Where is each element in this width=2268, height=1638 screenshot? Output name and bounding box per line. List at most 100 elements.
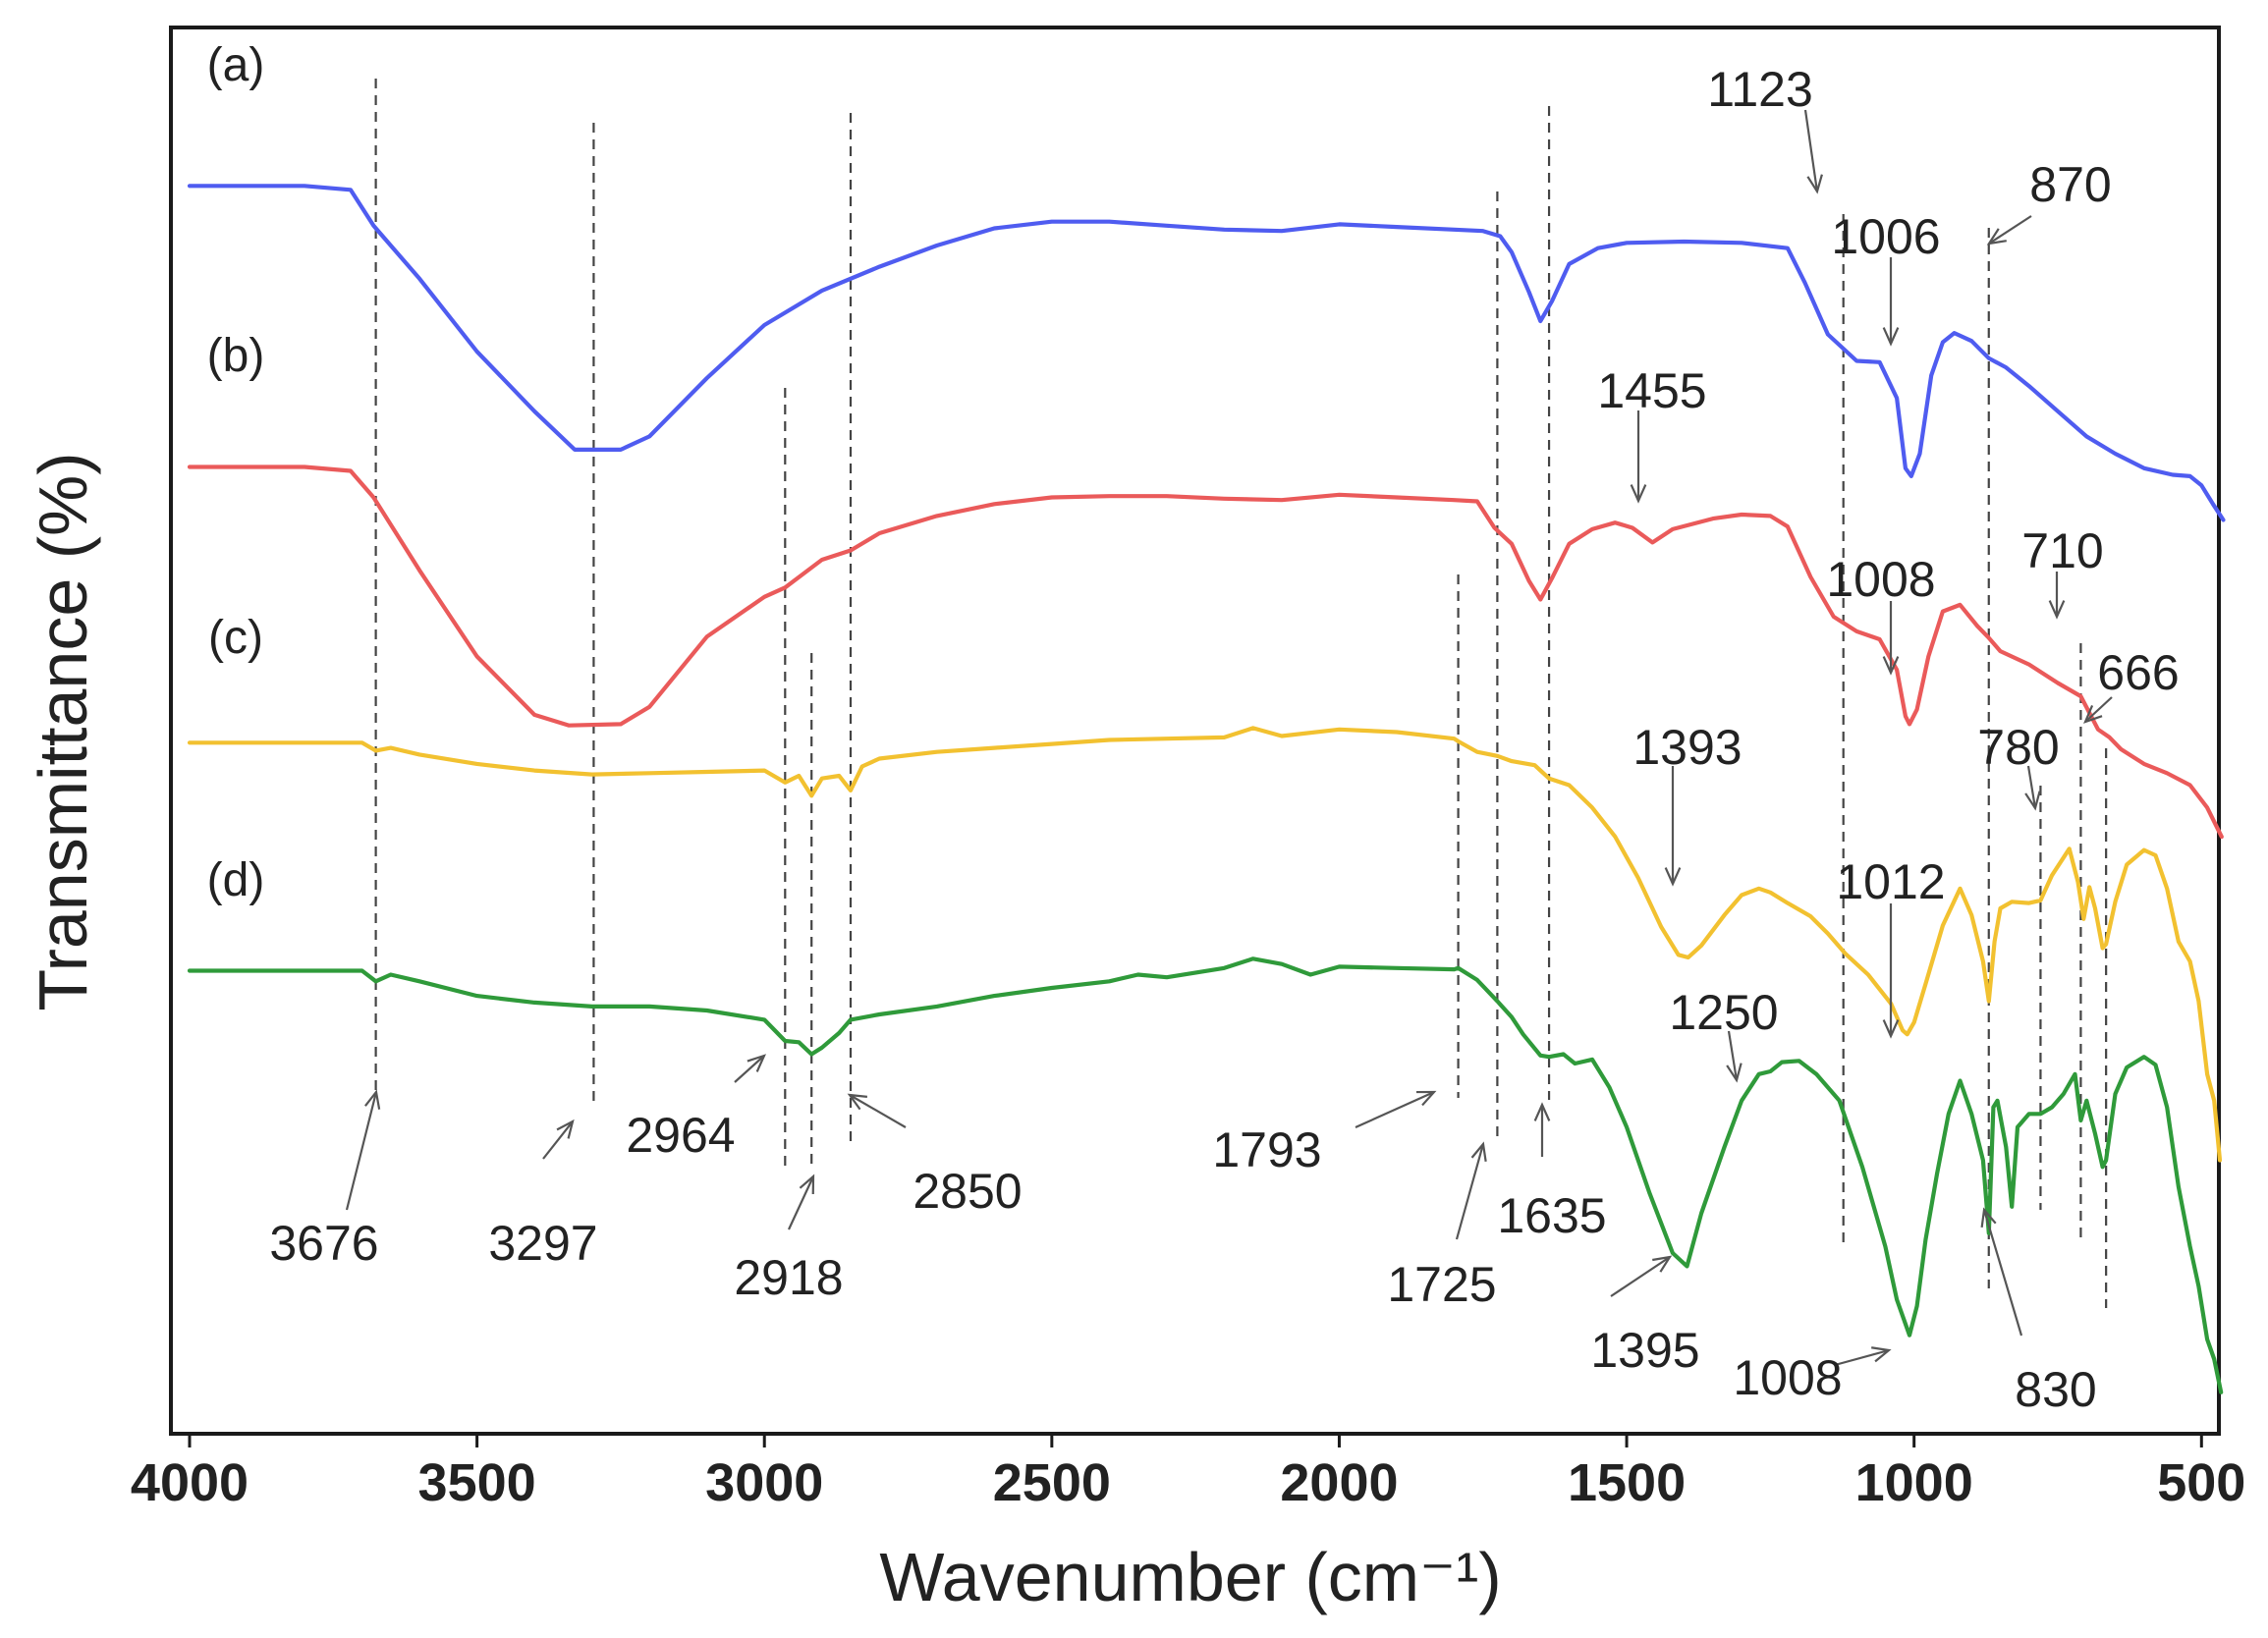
peak-label: 1393 (1632, 720, 1742, 775)
peak-annotation-3676: 3676 (269, 1089, 381, 1271)
series-label-c: (c) (208, 612, 263, 664)
peak-label: 780 (1977, 720, 2059, 775)
annotation-arrowhead (1652, 1255, 1673, 1273)
peak-annotation-870: 870 (1986, 157, 2112, 246)
peak-annotation-3297: 3297 (488, 1119, 598, 1271)
peak-label: 830 (2015, 1362, 2096, 1417)
peak-annotation-1455: 1455 (1597, 363, 1707, 504)
annotation-arrow (542, 1120, 574, 1160)
annotation-arrow (1982, 1209, 2023, 1337)
peak-annotation-780: 780 (1977, 720, 2060, 811)
peak-annotation-1006: 1006 (1831, 209, 1941, 347)
peak-label: 1793 (1212, 1122, 1321, 1177)
series-label-d: (d) (207, 854, 265, 906)
x-tick-label-1500: 1500 (1568, 1453, 1686, 1512)
annotation-arrowhead (1806, 174, 1823, 194)
x-tick-label-3000: 3000 (705, 1453, 823, 1512)
annotation-arrow (345, 1091, 378, 1211)
peak-label: 3676 (269, 1216, 378, 1271)
peak-annotation-1012: 1012 (1836, 854, 1946, 1039)
series-labels: (a) (b) (c) (d) (207, 39, 265, 906)
series-label-b: (b) (207, 330, 265, 382)
annotation-arrowhead (2024, 791, 2041, 811)
peak-label: 2850 (913, 1164, 1022, 1219)
annotation-arrow (1455, 1143, 1485, 1240)
peak-annotation-2918: 2918 (734, 1174, 844, 1305)
series-line-d (187, 956, 2224, 1394)
peak-annotation-666: 666 (2083, 645, 2180, 724)
peak-label: 2964 (626, 1108, 735, 1163)
annotation-arrowhead (799, 1174, 815, 1195)
series-label-a: (a) (207, 39, 265, 91)
peak-label: 1008 (1826, 552, 1935, 607)
annotation-arrowhead (364, 1089, 381, 1110)
peak-label: 1006 (1831, 209, 1940, 264)
spectra-series (187, 184, 2226, 1394)
peak-label: 2918 (734, 1250, 843, 1305)
peak-annotation-710: 710 (2021, 523, 2104, 620)
annotation-arrowhead (1630, 484, 1647, 504)
peak-label: 1725 (1387, 1257, 1496, 1312)
peak-annotation-1635: 1635 (1497, 1102, 1607, 1243)
peak-label: 1635 (1497, 1188, 1606, 1243)
annotation-arrowhead (1882, 656, 1900, 676)
x-axis: 4000 3500 3000 2500 2000 1500 1000 500 (131, 1434, 2245, 1512)
peak-annotation-2964: 2964 (626, 1054, 767, 1163)
peak-label: 1012 (1836, 854, 1945, 909)
y-axis-label: Transmittance (%) (25, 452, 101, 1010)
annotation-arrowhead (1415, 1090, 1437, 1107)
peak-label: 1455 (1597, 363, 1706, 418)
peak-annotation-1123: 1123 (1707, 62, 1823, 194)
x-tick-label-4000: 4000 (131, 1453, 249, 1512)
annotation-arrow (1988, 215, 2032, 245)
peak-label: 666 (2097, 645, 2179, 700)
annotation-arrowhead (1882, 1019, 1900, 1039)
annotation-arrow (788, 1175, 814, 1230)
plot-frame (169, 26, 2221, 1436)
peak-annotation-2850: 2850 (847, 1093, 1023, 1219)
x-tick-label-2000: 2000 (1280, 1453, 1398, 1512)
peak-label: 1123 (1707, 62, 1813, 117)
peak-label: 870 (2029, 157, 2111, 212)
peak-label: 1008 (1733, 1350, 1842, 1405)
annotation-arrowhead (847, 1093, 868, 1111)
annotation-arrow (849, 1094, 907, 1128)
peak-label: 1395 (1590, 1323, 1699, 1378)
peak-annotation-1008: 1008 (1826, 552, 1936, 676)
peak-annotation-1395: 1395 (1590, 1255, 1700, 1378)
peak-annotation-830: 830 (1980, 1207, 2097, 1417)
annotation-arrowhead (1533, 1102, 1551, 1121)
annotation-arrowhead (1882, 327, 1900, 347)
annotation-arrowhead (556, 1119, 575, 1139)
annotation-arrowhead (1664, 867, 1682, 887)
annotation-arrowhead (2083, 705, 2103, 724)
annotation-arrow (734, 1055, 765, 1083)
annotation-arrow (1803, 109, 1819, 192)
annotation-arrowhead (1980, 1207, 1997, 1228)
x-tick-label-3500: 3500 (418, 1453, 536, 1512)
annotation-arrowhead (1726, 1063, 1742, 1083)
reference-lines (374, 79, 2108, 1308)
peak-annotation-1393: 1393 (1632, 720, 1742, 887)
series-line-c (187, 726, 2223, 1163)
annotation-arrow (1610, 1256, 1671, 1297)
peak-annotation-1008: 1008 (1733, 1346, 1892, 1405)
annotation-arrowhead (2048, 600, 2066, 620)
annotation-arrow (1834, 1348, 1890, 1367)
peak-label: 1250 (1669, 985, 1778, 1040)
annotation-arrow (1727, 1030, 1739, 1081)
annotation-arrow (2084, 696, 2113, 723)
peak-label: 3297 (488, 1216, 597, 1271)
x-tick-label-1000: 1000 (1855, 1453, 1973, 1512)
peak-annotation-1793: 1793 (1212, 1090, 1437, 1177)
peak-annotation-1250: 1250 (1669, 985, 1779, 1083)
x-tick-label-2500: 2500 (993, 1453, 1111, 1512)
peak-label: 710 (2021, 523, 2103, 578)
annotation-arrowhead (1986, 228, 2007, 246)
series-line-a (187, 184, 2226, 522)
annotation-arrowhead (1871, 1346, 1892, 1363)
annotation-arrow (1355, 1090, 1435, 1129)
annotation-arrowhead (1470, 1141, 1487, 1162)
